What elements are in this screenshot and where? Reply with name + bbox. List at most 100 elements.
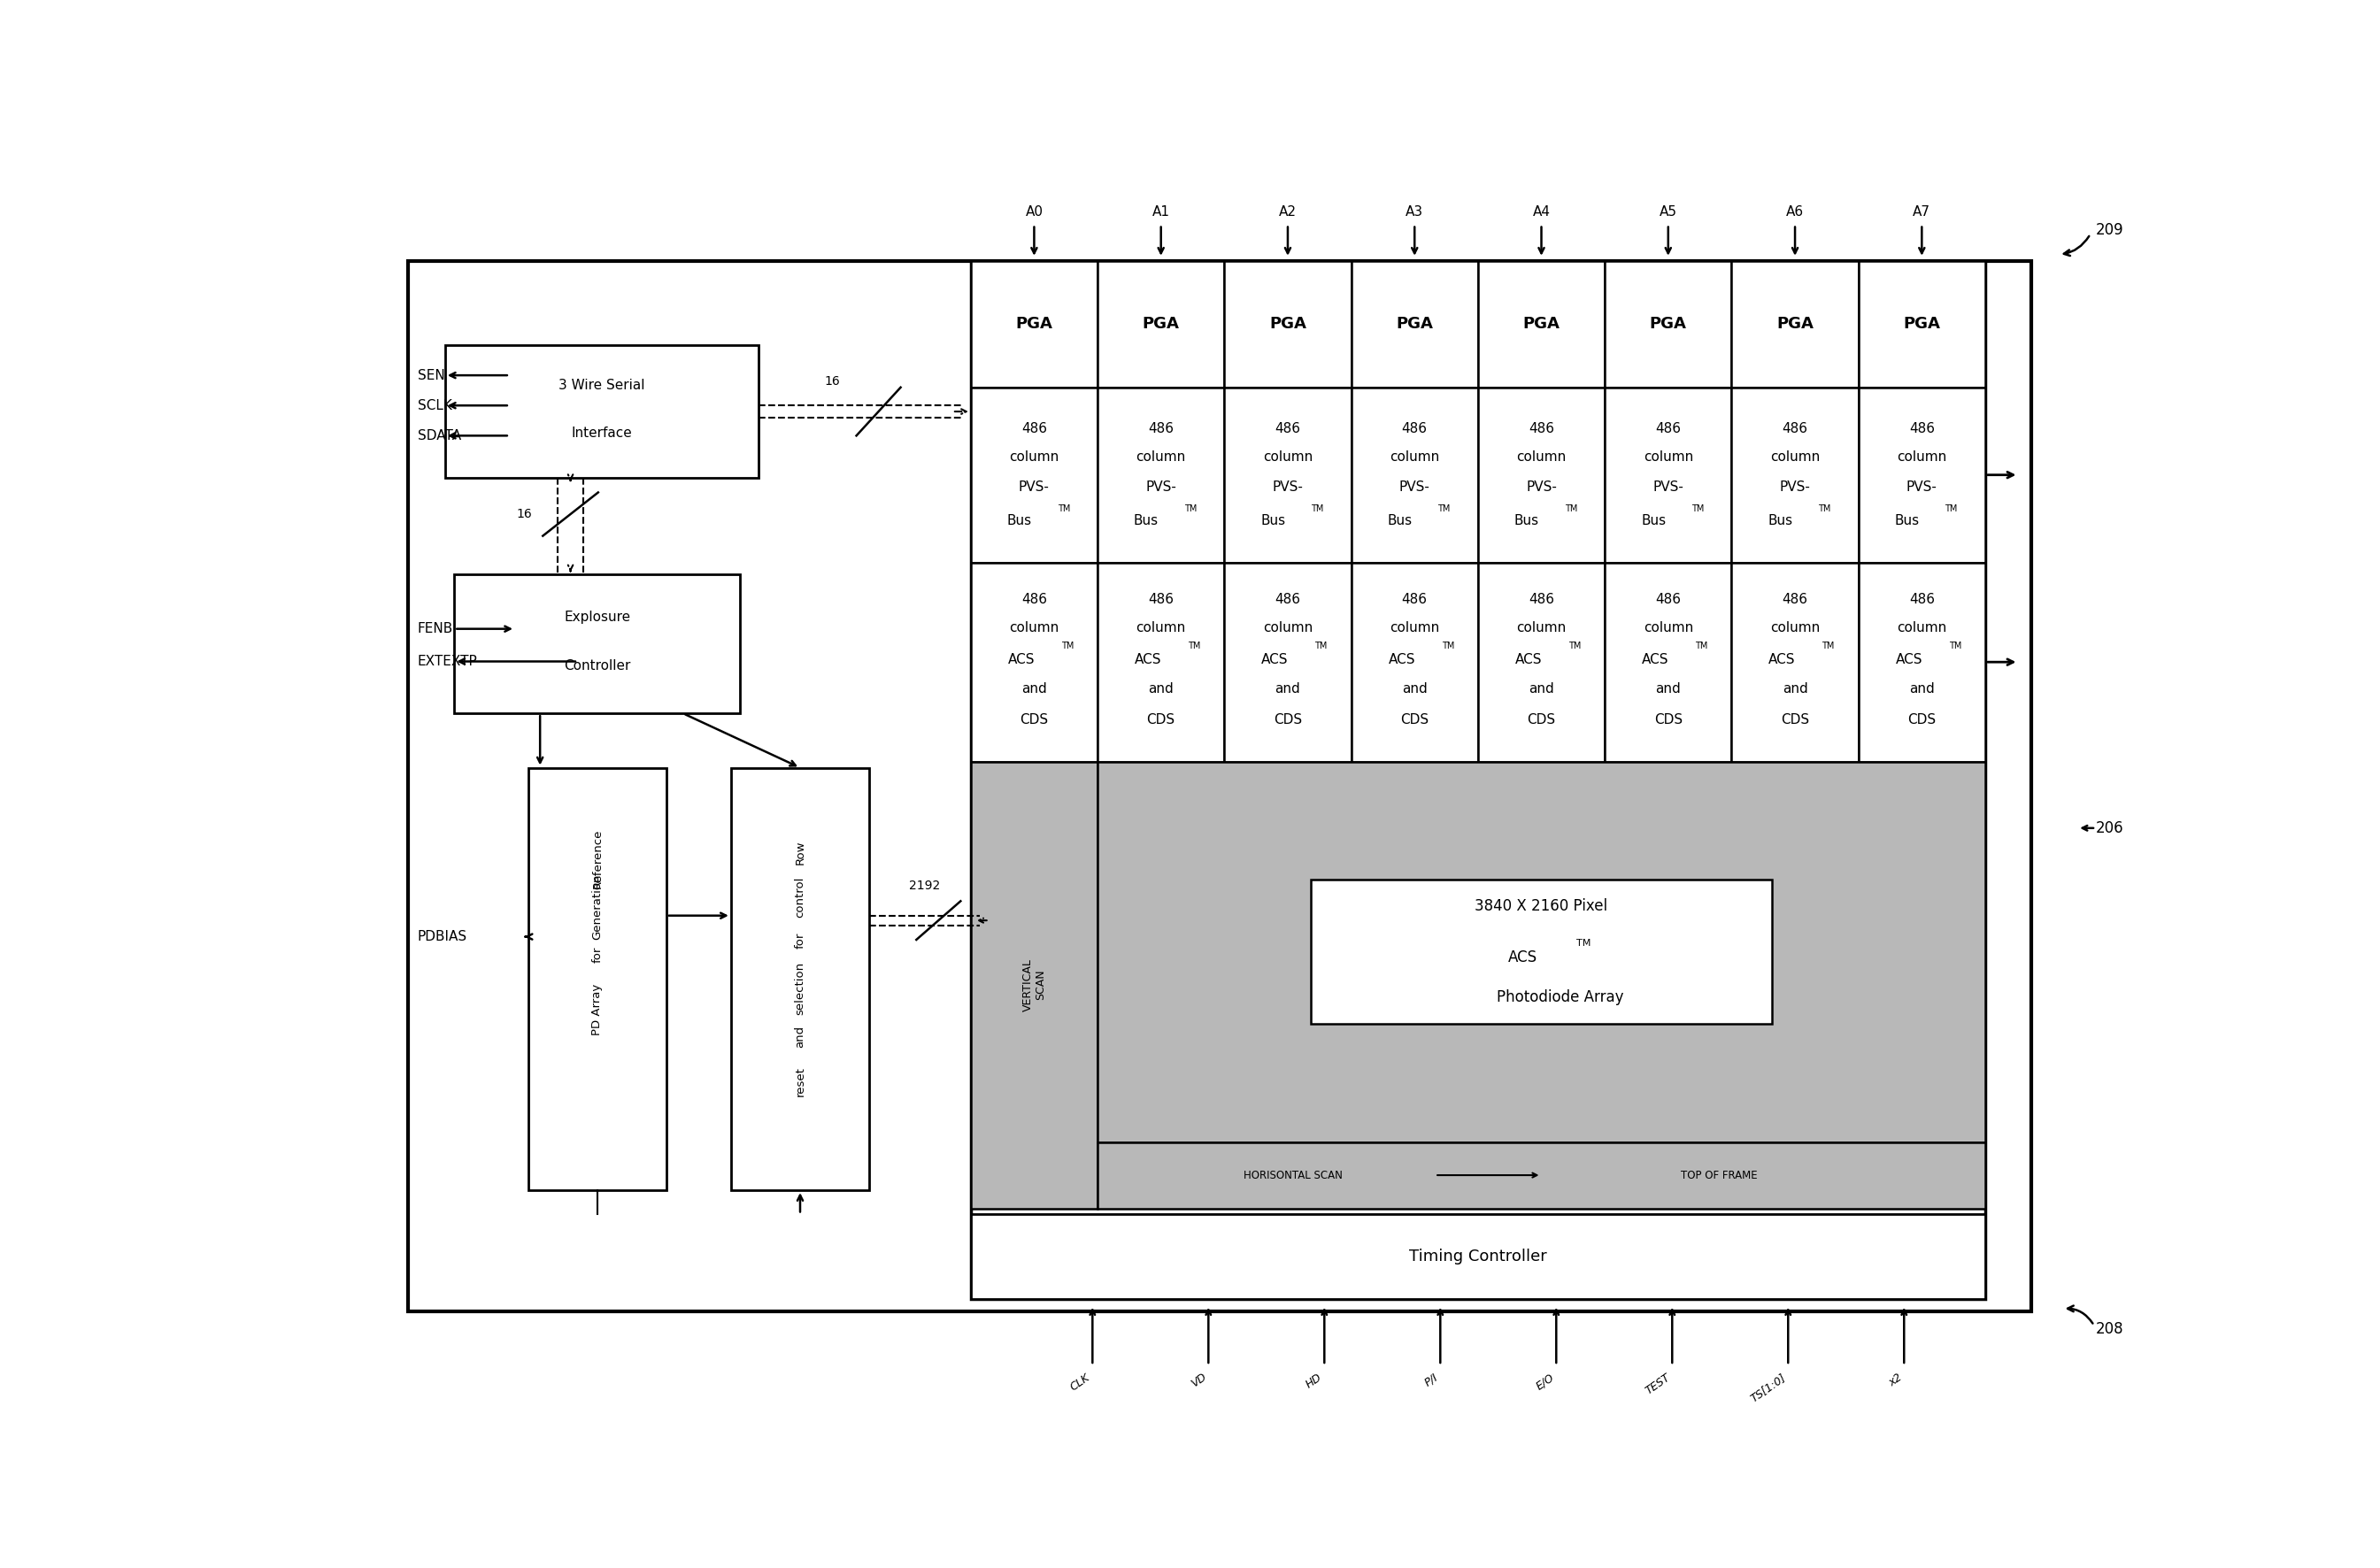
Text: column: column — [1771, 450, 1821, 464]
Text: CDS: CDS — [1528, 713, 1557, 726]
Bar — [1097, 260, 1223, 387]
Text: PGA: PGA — [1397, 317, 1433, 332]
Text: 486: 486 — [1528, 593, 1554, 605]
Text: A0: A0 — [1026, 205, 1042, 220]
Text: PGA: PGA — [1775, 317, 1814, 332]
Text: PGA: PGA — [1523, 317, 1559, 332]
Bar — [971, 1214, 1985, 1298]
Text: x2: x2 — [1887, 1372, 1904, 1389]
Text: TM: TM — [1564, 505, 1578, 513]
Bar — [1478, 387, 1604, 563]
Text: 486: 486 — [1783, 422, 1809, 436]
Text: PDBIAS: PDBIAS — [416, 930, 466, 944]
Bar — [1604, 563, 1733, 762]
Text: ACS: ACS — [1768, 652, 1795, 666]
Bar — [445, 345, 759, 478]
Text: ACS: ACS — [1894, 652, 1923, 666]
Text: PVS-: PVS- — [1652, 480, 1683, 494]
Bar — [1604, 260, 1733, 387]
Bar — [409, 260, 2030, 1311]
Text: 2192: 2192 — [909, 880, 940, 892]
Text: VD: VD — [1188, 1372, 1209, 1389]
Text: column: column — [1390, 621, 1440, 635]
Bar — [731, 768, 869, 1190]
Bar — [1352, 260, 1478, 387]
Bar — [1352, 387, 1478, 563]
Text: ACS: ACS — [1509, 950, 1537, 966]
Text: and: and — [1783, 682, 1809, 695]
Bar — [1859, 260, 1985, 387]
Bar — [1097, 387, 1223, 563]
Text: CDS: CDS — [1780, 713, 1809, 726]
Text: column: column — [1897, 450, 1947, 464]
Text: PGA: PGA — [1649, 317, 1687, 332]
Text: Reference: Reference — [593, 828, 602, 887]
Text: column: column — [1135, 450, 1185, 464]
Text: TS[1:0]: TS[1:0] — [1749, 1372, 1787, 1403]
Text: TM: TM — [1185, 505, 1197, 513]
Text: CDS: CDS — [1021, 713, 1047, 726]
Text: CDS: CDS — [1399, 713, 1428, 726]
Text: PGA: PGA — [1904, 317, 1940, 332]
Text: column: column — [1771, 621, 1821, 635]
Text: PD Array: PD Array — [593, 983, 602, 1035]
Text: A3: A3 — [1407, 205, 1423, 220]
Text: 486: 486 — [1147, 422, 1173, 436]
Text: and: and — [1656, 682, 1680, 695]
Bar — [971, 387, 1097, 563]
Text: PVS-: PVS- — [1906, 480, 1937, 494]
Text: EXTEXTP: EXTEXTP — [416, 655, 478, 668]
Text: 486: 486 — [1402, 422, 1428, 436]
Text: CLK: CLK — [1069, 1372, 1092, 1392]
Text: P/I: P/I — [1423, 1372, 1440, 1389]
Text: TOP OF FRAME: TOP OF FRAME — [1680, 1170, 1756, 1181]
Text: Bus: Bus — [1133, 514, 1159, 527]
Bar — [1352, 563, 1478, 762]
Text: PGA: PGA — [1142, 317, 1180, 332]
Text: A4: A4 — [1533, 205, 1549, 220]
Text: ACS: ACS — [1261, 652, 1288, 666]
Text: Bus: Bus — [1388, 514, 1411, 527]
Text: PVS-: PVS- — [1526, 480, 1557, 494]
Text: TM: TM — [1695, 641, 1709, 651]
Text: and: and — [1147, 682, 1173, 695]
Text: 486: 486 — [1909, 422, 1935, 436]
Bar — [1733, 387, 1859, 563]
Text: ACS: ACS — [1516, 652, 1542, 666]
Text: 486: 486 — [1909, 593, 1935, 605]
Bar — [1223, 260, 1352, 387]
Text: ACS: ACS — [1135, 652, 1161, 666]
Text: PGA: PGA — [1016, 317, 1052, 332]
Text: and: and — [1528, 682, 1554, 695]
Text: and: and — [1909, 682, 1935, 695]
Bar — [1733, 563, 1859, 762]
Text: PVS-: PVS- — [1273, 480, 1304, 494]
Text: CDS: CDS — [1654, 713, 1683, 726]
Text: 486: 486 — [1402, 593, 1428, 605]
Text: 16: 16 — [823, 375, 840, 387]
Text: A6: A6 — [1785, 205, 1804, 220]
Text: HD: HD — [1304, 1372, 1323, 1391]
Text: reset: reset — [795, 1066, 807, 1096]
Text: Bus: Bus — [1514, 514, 1540, 527]
Text: E/O: E/O — [1533, 1372, 1557, 1392]
Bar — [1097, 762, 1985, 1142]
Bar — [1859, 387, 1985, 563]
Text: TM: TM — [1057, 505, 1071, 513]
Bar — [528, 768, 666, 1190]
Text: column: column — [1897, 621, 1947, 635]
Text: CDS: CDS — [1273, 713, 1302, 726]
Bar — [971, 260, 1097, 387]
Text: TM: TM — [1314, 641, 1328, 651]
Text: A7: A7 — [1914, 205, 1930, 220]
Text: TM: TM — [1311, 505, 1323, 513]
Text: control: control — [795, 877, 807, 917]
Bar — [971, 260, 1985, 1298]
Text: TM: TM — [1442, 641, 1454, 651]
Bar — [1859, 563, 1985, 762]
Text: for: for — [593, 947, 602, 963]
Text: Interface: Interface — [571, 426, 633, 441]
Bar — [1311, 880, 1773, 1024]
Text: 486: 486 — [1783, 593, 1809, 605]
Bar — [1223, 387, 1352, 563]
